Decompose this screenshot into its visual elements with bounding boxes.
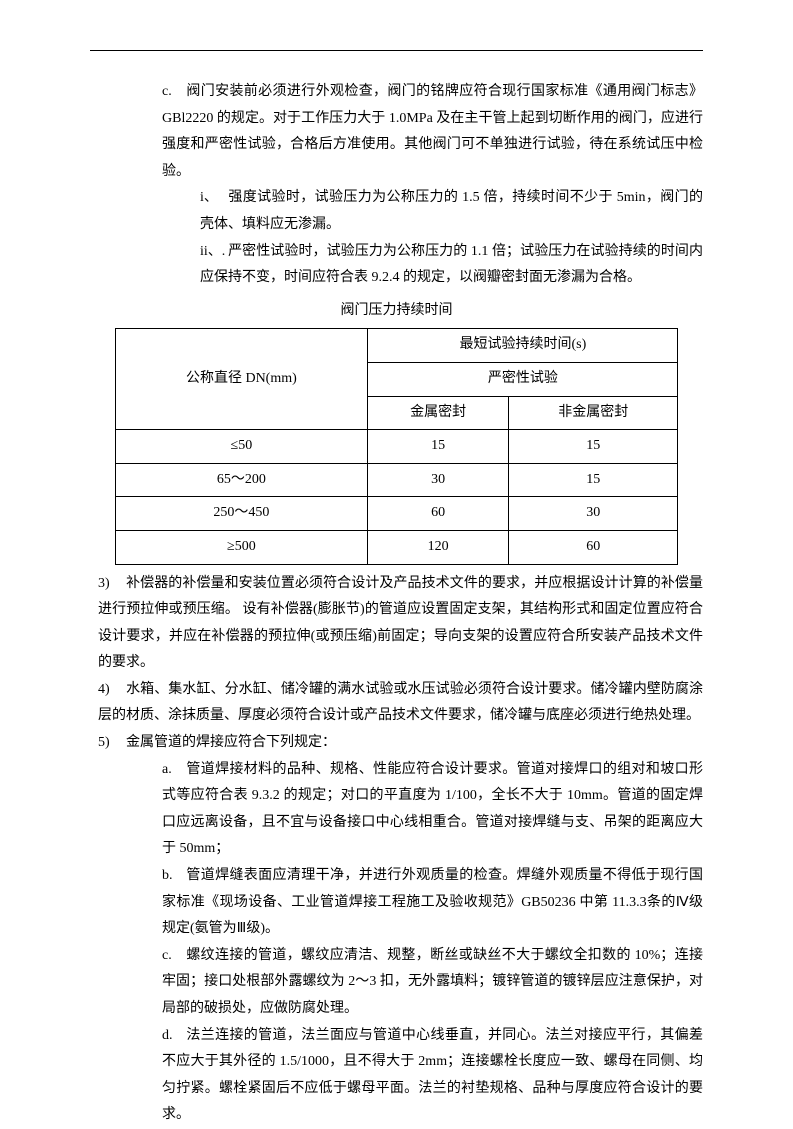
item-3: 3)补偿器的补偿量和安装位置必须符合设计及产品技术文件的要求，并应根据设计计算的… xyxy=(98,571,703,677)
item-5a: a.管道焊接材料的品种、规格、性能应符合设计要求。管道对接焊口的组对和坡口形式等… xyxy=(162,757,703,863)
item-5: 5)金属管道的焊接应符合下列规定： xyxy=(98,730,703,757)
valve-pressure-table: 公称直径 DN(mm) 最短试验持续时间(s) 严密性试验 金属密封 非金属密封… xyxy=(115,328,679,564)
table-row: ≤50 15 15 xyxy=(115,430,678,464)
item3-text: 补偿器的补偿量和安装位置必须符合设计及产品技术文件的要求，并应根据设计计算的补偿… xyxy=(98,576,703,671)
item-c-text: 阀门安装前必须进行外观检查，阀门的铭牌应符合现行国家标准《通用阀门标志》GBl2… xyxy=(162,84,703,179)
page: c.阀门安装前必须进行外观检查，阀门的铭牌应符合现行国家标准《通用阀门标志》GB… xyxy=(0,0,793,1122)
th-test: 严密性试验 xyxy=(368,362,678,396)
marker-ii: ii、. xyxy=(200,239,228,266)
cell-dn: 250～450 xyxy=(115,497,368,531)
th-metal: 金属密封 xyxy=(368,396,509,430)
cell-nonmetal: 15 xyxy=(509,463,678,497)
item5b-text: 管道焊缝表面应清理干净，并进行外观质量的检查。焊缝外观质量不得低于现行国家标准《… xyxy=(162,868,703,936)
cell-metal: 30 xyxy=(368,463,509,497)
item5c-text: 螺纹连接的管道，螺纹应清洁、规整，断丝或缺丝不大于螺纹全扣数的 10%；连接牢固… xyxy=(162,948,703,1016)
cell-nonmetal: 30 xyxy=(509,497,678,531)
marker-5b: b. xyxy=(162,863,186,890)
sub-item-i: i、强度试验时，试验压力为公称压力的 1.5 倍，持续时间不少于 5min，阀门… xyxy=(200,185,703,238)
table-row: 250～450 60 30 xyxy=(115,497,678,531)
th-nonmetal: 非金属密封 xyxy=(509,396,678,430)
cell-dn: ≤50 xyxy=(115,430,368,464)
table-row: ≥500 120 60 xyxy=(115,530,678,564)
cell-dn: 65～200 xyxy=(115,463,368,497)
sub-i-text: 强度试验时，试验压力为公称压力的 1.5 倍，持续时间不少于 5min，阀门的壳… xyxy=(200,190,703,232)
cell-dn: ≥500 xyxy=(115,530,368,564)
item-4: 4)水箱、集水缸、分水缸、储冷罐的满水试验或水压试验必须符合设计要求。储冷罐内壁… xyxy=(98,677,703,730)
item-5c: c.螺纹连接的管道，螺纹应清洁、规整，断丝或缺丝不大于螺纹全扣数的 10%；连接… xyxy=(162,943,703,1023)
item5-text: 金属管道的焊接应符合下列规定： xyxy=(126,735,336,750)
marker-5a: a. xyxy=(162,757,186,784)
th-dn: 公称直径 DN(mm) xyxy=(115,329,368,430)
marker-3: 3) xyxy=(98,571,126,598)
cell-metal: 60 xyxy=(368,497,509,531)
marker-i: i、 xyxy=(200,185,228,212)
item4-text: 水箱、集水缸、分水缸、储冷罐的满水试验或水压试验必须符合设计要求。储冷罐内壁防腐… xyxy=(98,682,703,724)
item-5b: b.管道焊缝表面应清理干净，并进行外观质量的检查。焊缝外观质量不得低于现行国家标… xyxy=(162,863,703,943)
item5d-text: 法兰连接的管道，法兰面应与管道中心线垂直，并同心。法兰对接应平行，其偏差不应大于… xyxy=(162,1028,703,1123)
table-title: 阀门压力持续时间 xyxy=(90,298,703,325)
sub-ii-text: 严密性试验时，试验压力为公称压力的 1.1 倍；试验压力在试验持续的时间内应保持… xyxy=(200,244,703,286)
marker-5d: d. xyxy=(162,1023,186,1050)
marker-c: c. xyxy=(162,79,186,106)
cell-nonmetal: 15 xyxy=(509,430,678,464)
cell-metal: 120 xyxy=(368,530,509,564)
cell-metal: 15 xyxy=(368,430,509,464)
marker-4: 4) xyxy=(98,677,126,704)
item-c: c.阀门安装前必须进行外观检查，阀门的铭牌应符合现行国家标准《通用阀门标志》GB… xyxy=(162,79,703,185)
sub-item-ii: ii、.严密性试验时，试验压力为公称压力的 1.1 倍；试验压力在试验持续的时间… xyxy=(200,239,703,292)
marker-5c: c. xyxy=(162,943,186,970)
table-row: 65～200 30 15 xyxy=(115,463,678,497)
cell-nonmetal: 60 xyxy=(509,530,678,564)
marker-5: 5) xyxy=(98,730,126,757)
item5a-text: 管道焊接材料的品种、规格、性能应符合设计要求。管道对接焊口的组对和坡口形式等应符… xyxy=(162,762,703,857)
item-5d: d.法兰连接的管道，法兰面应与管道中心线垂直，并同心。法兰对接应平行，其偏差不应… xyxy=(162,1023,703,1129)
top-rule xyxy=(90,50,703,51)
th-time: 最短试验持续时间(s) xyxy=(368,329,678,363)
